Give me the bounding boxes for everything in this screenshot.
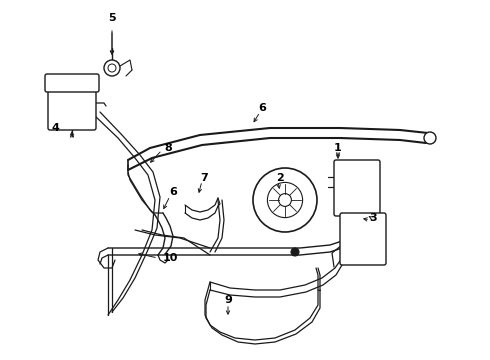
FancyBboxPatch shape bbox=[340, 213, 386, 265]
Circle shape bbox=[108, 64, 116, 72]
FancyBboxPatch shape bbox=[48, 86, 96, 130]
Text: 6: 6 bbox=[169, 187, 177, 197]
FancyBboxPatch shape bbox=[45, 74, 99, 92]
Text: 7: 7 bbox=[200, 173, 208, 183]
Text: 9: 9 bbox=[224, 295, 232, 305]
FancyBboxPatch shape bbox=[334, 160, 380, 216]
Text: 3: 3 bbox=[369, 213, 377, 223]
Text: 10: 10 bbox=[162, 253, 178, 263]
Text: 1: 1 bbox=[334, 143, 342, 153]
Text: 5: 5 bbox=[108, 13, 116, 23]
Text: 8: 8 bbox=[164, 143, 172, 153]
Circle shape bbox=[279, 194, 292, 206]
Circle shape bbox=[253, 168, 317, 232]
Circle shape bbox=[424, 132, 436, 144]
Text: 6: 6 bbox=[258, 103, 266, 113]
Text: 2: 2 bbox=[276, 173, 284, 183]
Circle shape bbox=[268, 183, 303, 217]
Text: 4: 4 bbox=[51, 123, 59, 133]
Circle shape bbox=[291, 248, 299, 256]
Circle shape bbox=[104, 60, 120, 76]
